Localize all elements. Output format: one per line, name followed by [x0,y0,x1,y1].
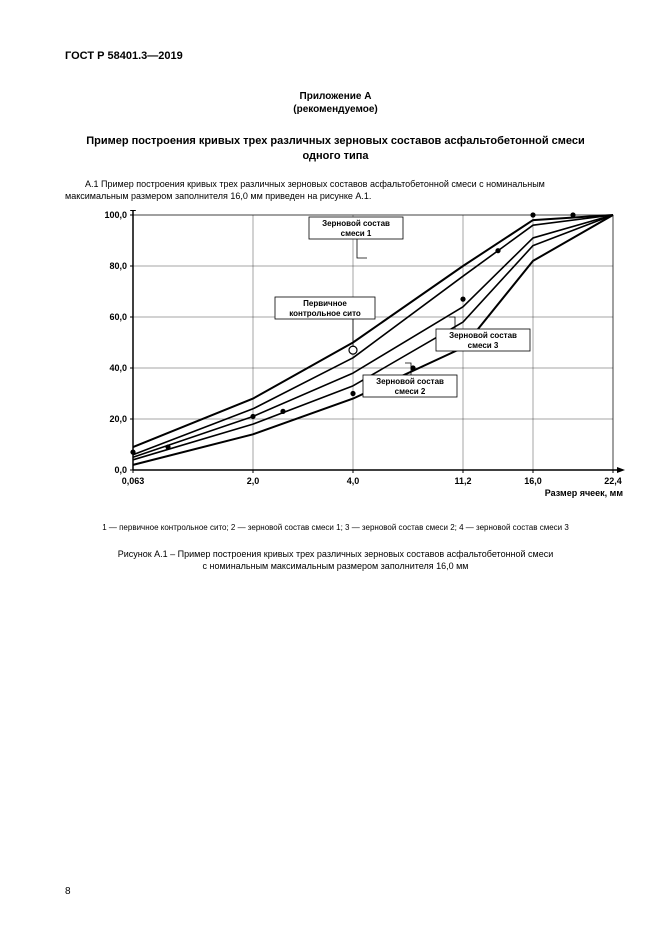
svg-text:Зерновой состав: Зерновой состав [449,331,517,340]
svg-text:смеси 1: смеси 1 [341,229,372,238]
paragraph-a1-line2: максимальным размером заполнителя 16,0 м… [65,191,371,201]
svg-text:2,0: 2,0 [247,476,260,486]
svg-text:Первичное: Первичное [303,299,347,308]
svg-text:22,4: 22,4 [604,476,622,486]
svg-text:контрольное сито: контрольное сито [289,309,361,318]
page-number: 8 [65,886,71,897]
chart-legend-text: 1 — первичное контрольное сито; 2 — зерн… [65,523,606,532]
paragraph-a1: А.1 Пример построения кривых трех различ… [65,178,606,202]
svg-text:60,0: 60,0 [109,312,127,322]
chart-container: 0,0 20,0 40,0 60,0 80,0 100,0 0,063 2,0 4,0 11,2 1… [83,210,588,515]
svg-text:4,0: 4,0 [347,476,360,486]
svg-text:100,0: 100,0 [104,210,127,220]
svg-text:0,063: 0,063 [122,476,145,486]
page: ГОСТ Р 58401.3—2019 Приложение А (рекоме… [0,0,661,935]
svg-text:Зерновой состав: Зерновой состав [322,219,390,228]
figure-caption: Рисунок А.1 – Пример построения кривых т… [65,548,606,572]
appendix-heading: Приложение А (рекомендуемое) [65,90,606,116]
svg-text:20,0: 20,0 [109,414,127,424]
appendix-label: Приложение А [65,90,606,103]
svg-text:16,0: 16,0 [524,476,542,486]
appendix-note: (рекомендуемое) [65,103,606,116]
main-title-line2: одного типа [65,149,606,164]
figure-caption-line1: Рисунок А.1 – Пример построения кривых т… [65,548,606,560]
svg-text:80,0: 80,0 [109,261,127,271]
document-standard-header: ГОСТ Р 58401.3—2019 [65,50,606,62]
figure-caption-line2: с номинальным максимальным размером запо… [65,560,606,572]
main-title: Пример построения кривых трех различных … [65,134,606,164]
svg-text:Зерновой состав: Зерновой состав [376,377,444,386]
main-title-line1: Пример построения кривых трех различных … [65,134,606,149]
svg-text:40,0: 40,0 [109,363,127,373]
gradation-chart: 0,0 20,0 40,0 60,0 80,0 100,0 0,063 2,0 4,0 11,2 1… [83,210,638,510]
paragraph-a1-line1: А.1 Пример построения кривых трех различ… [85,179,545,189]
svg-text:смеси 2: смеси 2 [395,387,426,396]
svg-text:0,0: 0,0 [114,465,127,475]
svg-text:Размер ячеек, мм: Размер ячеек, мм [545,488,624,498]
svg-text:11,2: 11,2 [454,476,471,486]
svg-text:смеси 3: смеси 3 [468,341,499,350]
